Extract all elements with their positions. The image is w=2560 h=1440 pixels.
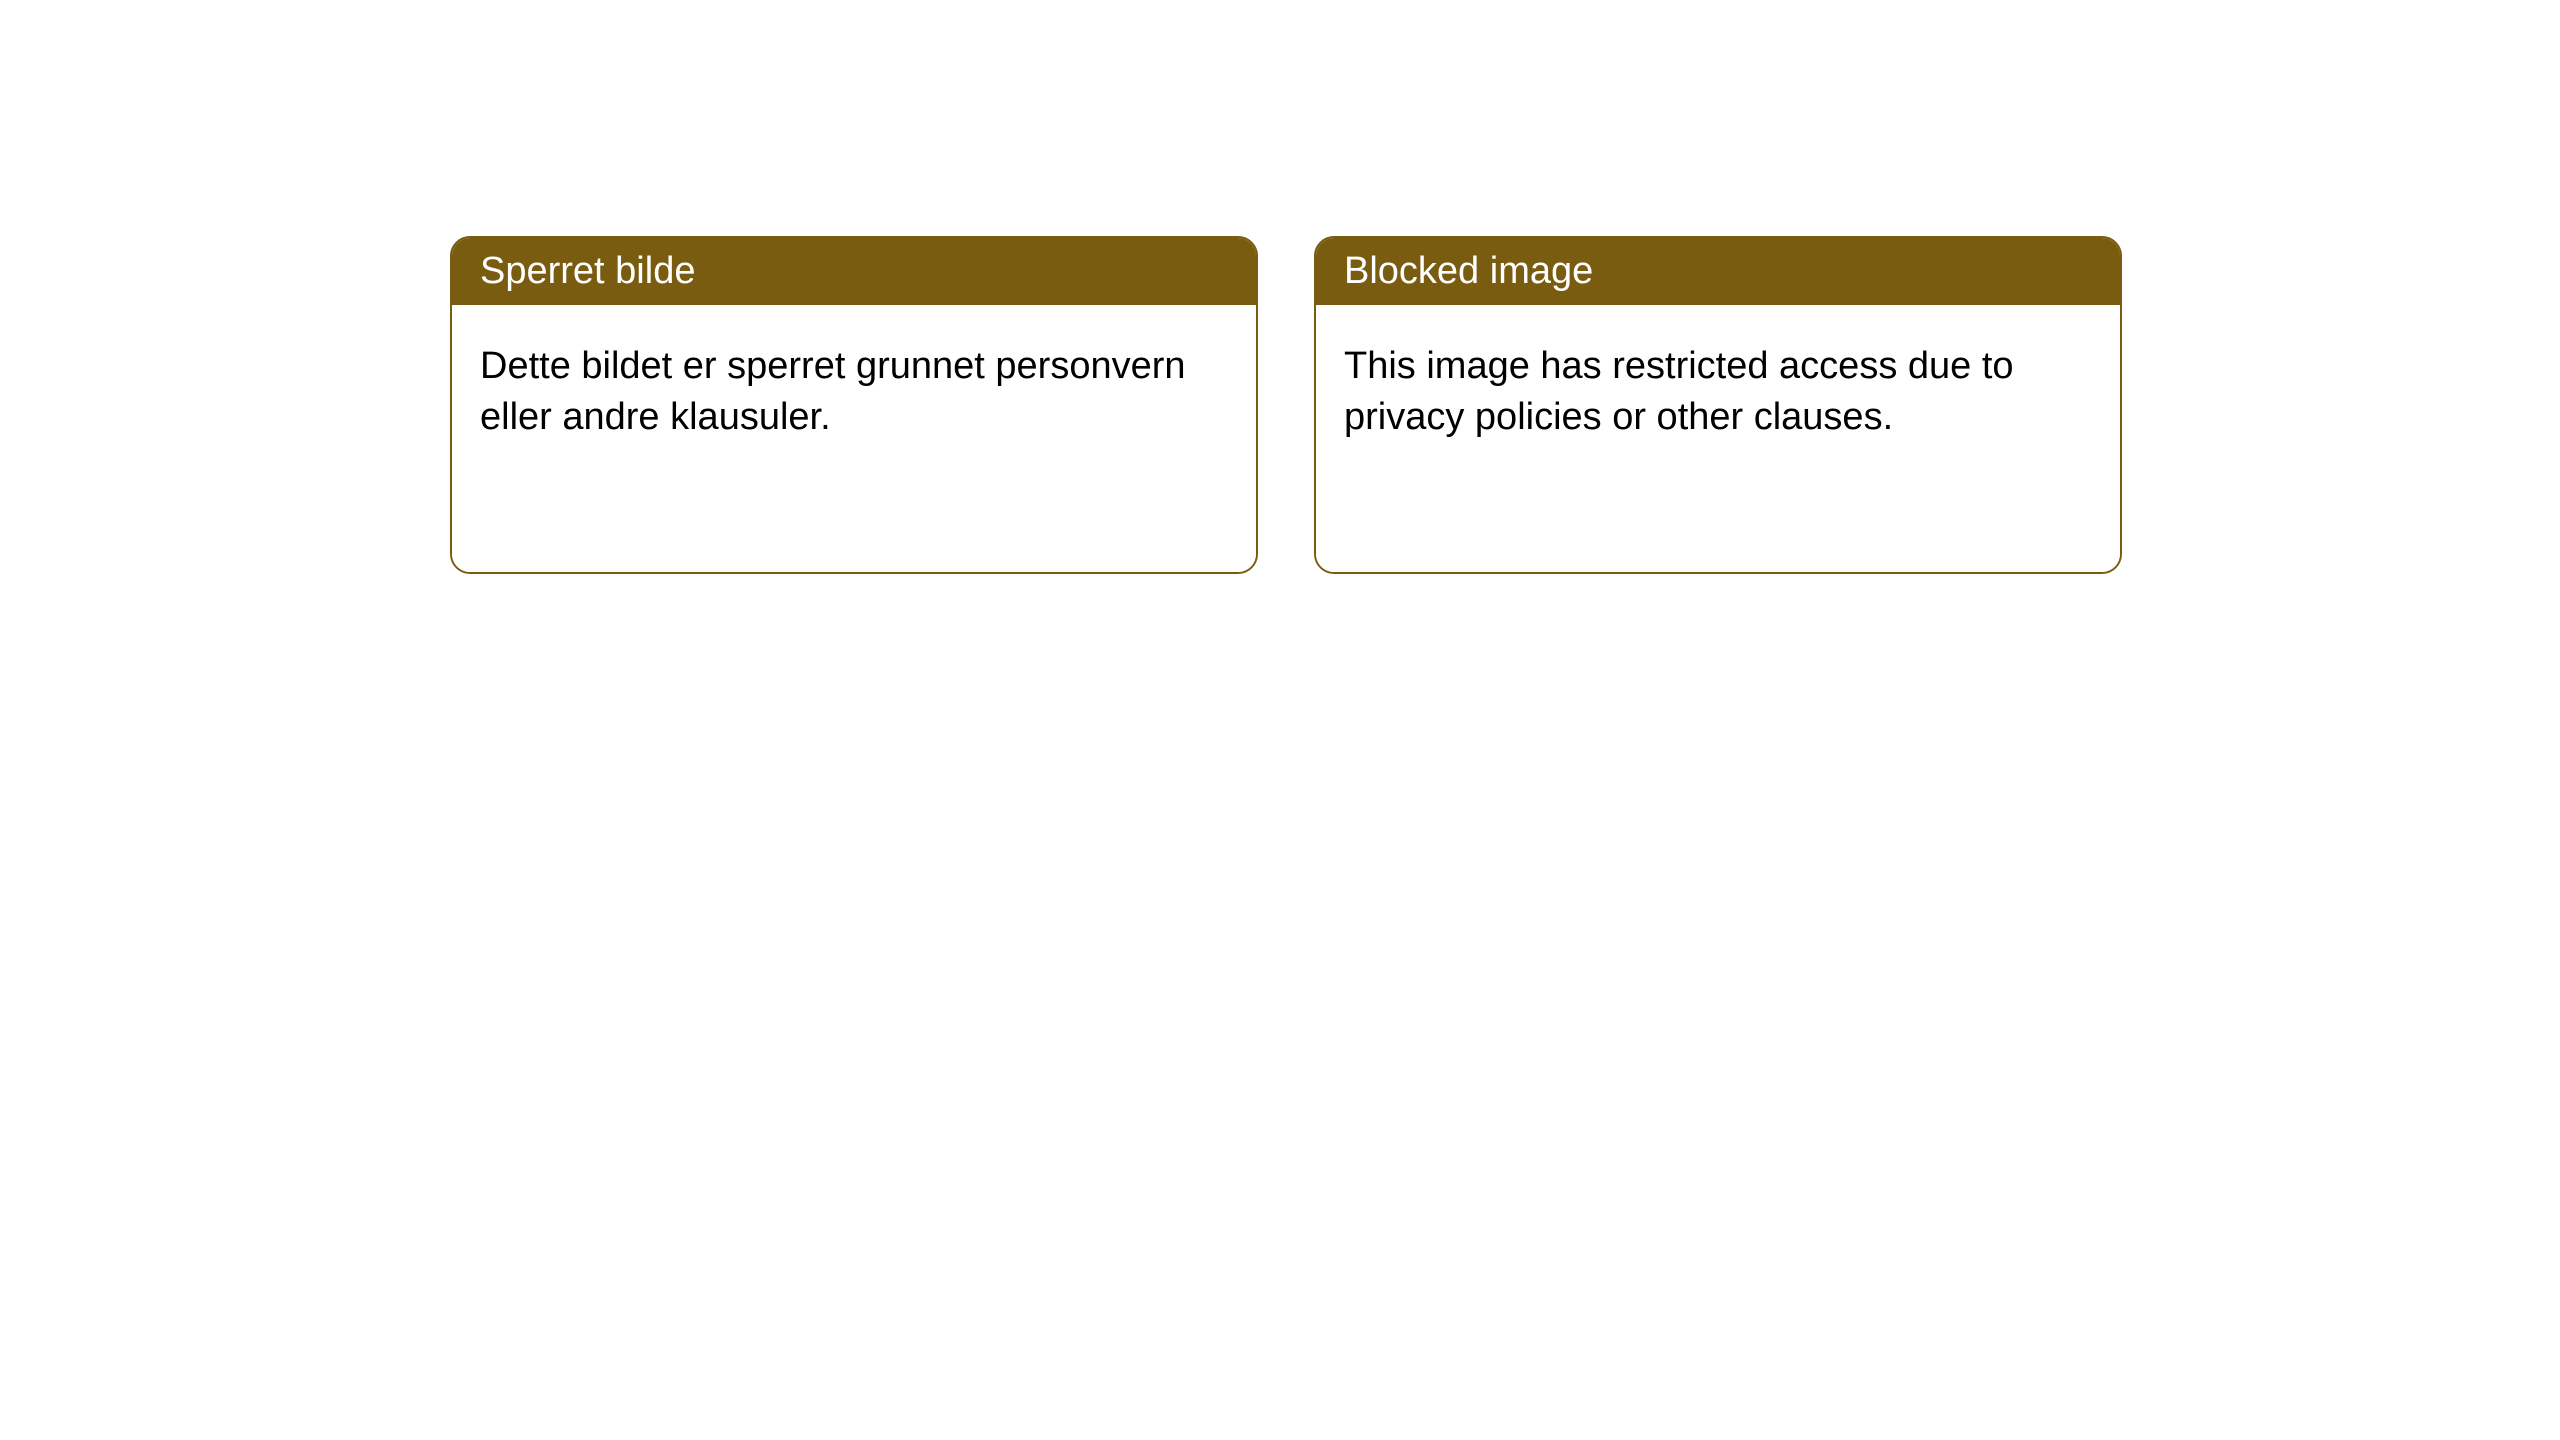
card-body-text: This image has restricted access due to … [1344, 345, 2014, 438]
card-header-text: Blocked image [1344, 250, 1593, 292]
card-header: Sperret bilde [452, 238, 1256, 305]
card-body-text: Dette bildet er sperret grunnet personve… [480, 345, 1186, 438]
notice-container: Sperret bilde Dette bildet er sperret gr… [0, 0, 2560, 574]
card-header-text: Sperret bilde [480, 250, 695, 292]
blocked-image-card-en: Blocked image This image has restricted … [1314, 236, 2122, 574]
blocked-image-card-no: Sperret bilde Dette bildet er sperret gr… [450, 236, 1258, 574]
card-body: Dette bildet er sperret grunnet personve… [452, 305, 1256, 572]
card-body: This image has restricted access due to … [1316, 305, 2120, 572]
card-header: Blocked image [1316, 238, 2120, 305]
